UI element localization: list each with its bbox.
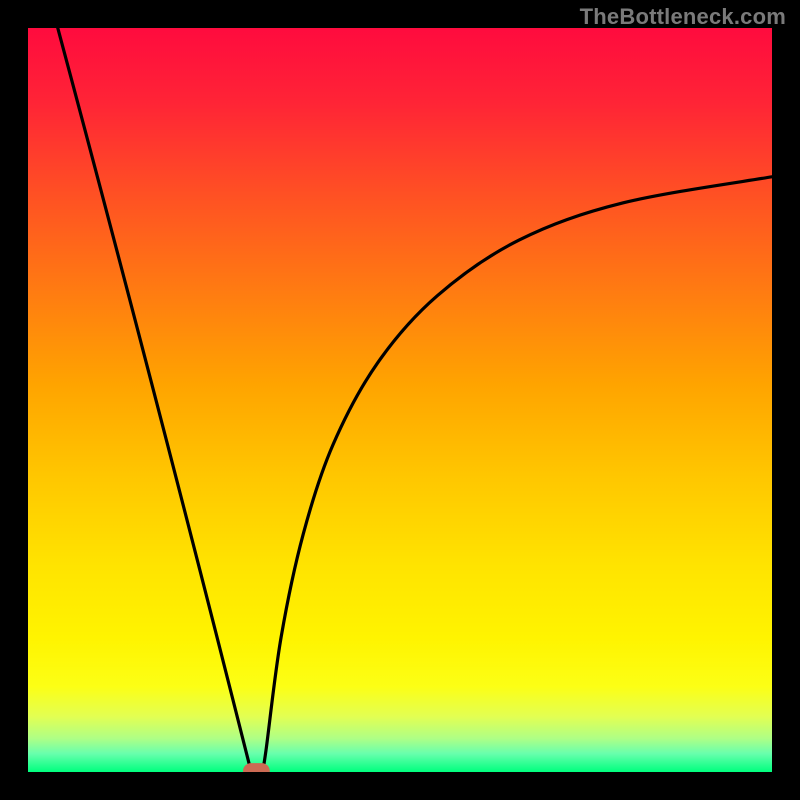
bottleneck-chart	[28, 28, 772, 772]
watermark-text: TheBottleneck.com	[580, 4, 786, 30]
gradient-background	[28, 28, 772, 772]
chart-frame: TheBottleneck.com	[0, 0, 800, 800]
min-marker	[243, 763, 270, 772]
